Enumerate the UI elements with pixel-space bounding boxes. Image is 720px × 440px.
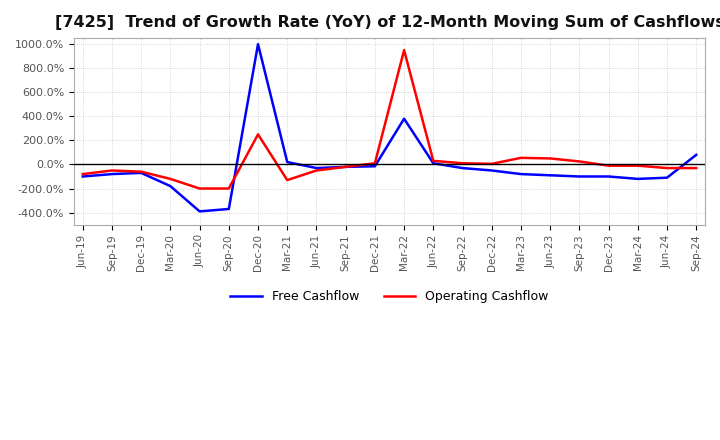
- Free Cashflow: [634, 176, 642, 182]
- Free Cashflow: [341, 164, 350, 169]
- Operating Cashflow: [604, 163, 613, 169]
- Free Cashflow: [137, 170, 145, 176]
- Operating Cashflow: [283, 177, 292, 183]
- Free Cashflow: [546, 172, 554, 178]
- Free Cashflow: [487, 168, 496, 173]
- Free Cashflow: [517, 172, 526, 177]
- Free Cashflow: [692, 152, 701, 158]
- Operating Cashflow: [225, 186, 233, 191]
- Free Cashflow: [662, 175, 671, 180]
- Operating Cashflow: [429, 158, 438, 164]
- Free Cashflow: [604, 174, 613, 179]
- Operating Cashflow: [253, 132, 262, 137]
- Operating Cashflow: [371, 161, 379, 166]
- Operating Cashflow: [195, 186, 204, 191]
- Operating Cashflow: [78, 172, 87, 177]
- Free Cashflow: [400, 116, 408, 121]
- Free Cashflow: [195, 209, 204, 214]
- Line: Operating Cashflow: Operating Cashflow: [83, 50, 696, 188]
- Free Cashflow: [312, 165, 321, 171]
- Operating Cashflow: [662, 165, 671, 171]
- Operating Cashflow: [692, 165, 701, 171]
- Legend: Free Cashflow, Operating Cashflow: Free Cashflow, Operating Cashflow: [225, 285, 554, 308]
- Operating Cashflow: [341, 164, 350, 169]
- Free Cashflow: [78, 174, 87, 179]
- Free Cashflow: [575, 174, 584, 179]
- Free Cashflow: [107, 172, 116, 177]
- Free Cashflow: [283, 159, 292, 165]
- Operating Cashflow: [137, 169, 145, 174]
- Title: [7425]  Trend of Growth Rate (YoY) of 12-Month Moving Sum of Cashflows: [7425] Trend of Growth Rate (YoY) of 12-…: [55, 15, 720, 30]
- Operating Cashflow: [634, 163, 642, 169]
- Free Cashflow: [225, 206, 233, 212]
- Operating Cashflow: [517, 155, 526, 161]
- Free Cashflow: [429, 161, 438, 166]
- Operating Cashflow: [546, 156, 554, 161]
- Operating Cashflow: [575, 159, 584, 164]
- Operating Cashflow: [166, 176, 175, 182]
- Operating Cashflow: [458, 161, 467, 166]
- Operating Cashflow: [400, 48, 408, 53]
- Free Cashflow: [371, 164, 379, 169]
- Free Cashflow: [166, 183, 175, 189]
- Free Cashflow: [458, 165, 467, 171]
- Free Cashflow: [253, 41, 262, 47]
- Operating Cashflow: [107, 168, 116, 173]
- Operating Cashflow: [312, 168, 321, 173]
- Operating Cashflow: [487, 161, 496, 166]
- Line: Free Cashflow: Free Cashflow: [83, 44, 696, 211]
